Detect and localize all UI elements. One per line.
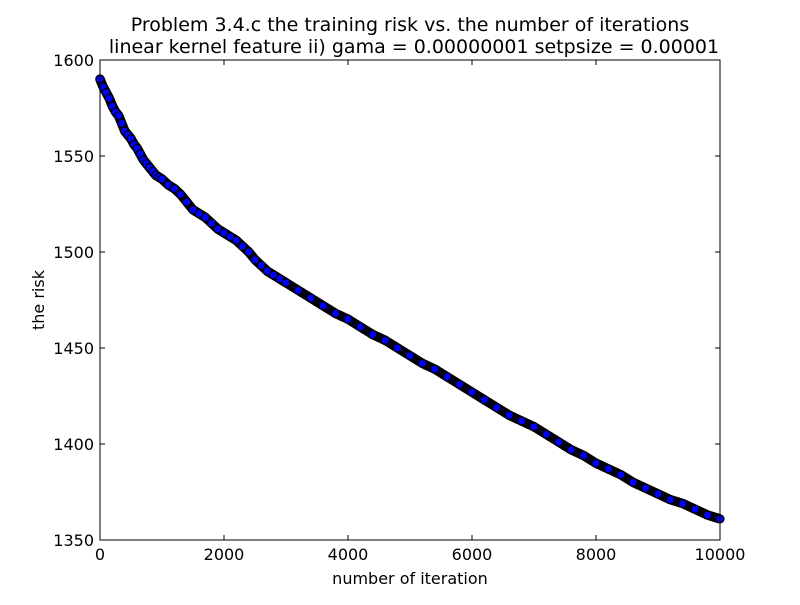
x-tick-label: 6000 <box>452 545 493 564</box>
data-point <box>200 212 210 223</box>
data-point <box>231 235 241 246</box>
plot-frame <box>99 59 721 541</box>
chart-title: Problem 3.4.c the training risk vs. the … <box>131 14 690 36</box>
x-axis-label: number of iteration <box>332 569 488 588</box>
data-point <box>417 358 427 368</box>
data-point <box>238 241 248 251</box>
data-point <box>318 301 328 311</box>
data-point <box>554 437 564 447</box>
data-point <box>380 335 390 345</box>
data-point <box>281 278 291 288</box>
data-point <box>603 464 614 474</box>
x-tick-label: 8000 <box>576 545 617 564</box>
y-tick-label: 1550 <box>53 147 94 166</box>
y-tick-label: 1500 <box>53 243 94 262</box>
data-point <box>405 351 415 361</box>
data-point <box>293 285 303 295</box>
data-point <box>117 118 127 128</box>
data-point <box>113 111 124 121</box>
data-point <box>678 498 688 509</box>
data-point <box>628 477 638 487</box>
data-point <box>529 422 539 432</box>
data-point <box>355 322 365 332</box>
data-point <box>430 364 440 374</box>
data-point <box>516 416 527 426</box>
x-tick-label: 2000 <box>204 545 245 564</box>
data-point <box>331 308 341 319</box>
tick-layer: 0 2000 4000 6000 8000 10000 1350 1400 1450 1500 15… <box>53 51 745 564</box>
data-point <box>616 470 626 480</box>
data-point <box>467 387 477 397</box>
data-point <box>653 489 663 499</box>
data-point <box>343 314 353 324</box>
data-point <box>702 510 713 520</box>
data-point <box>492 402 502 413</box>
data-point <box>690 504 700 514</box>
data-point <box>393 343 403 353</box>
data-point <box>578 450 589 461</box>
y-tick-label: 1600 <box>53 51 94 70</box>
chart-subtitle: linear kernel feature ii) gama = 0.00000… <box>109 36 719 58</box>
data-point <box>244 247 254 257</box>
data-point <box>104 93 114 104</box>
x-tick-label: 4000 <box>328 545 369 564</box>
data-point <box>157 174 167 184</box>
data-point <box>182 197 192 207</box>
data-point <box>207 218 217 228</box>
data-point <box>176 189 186 199</box>
data-point <box>306 293 316 303</box>
data-point <box>250 255 260 265</box>
data-point <box>169 184 179 194</box>
data-point <box>504 410 514 420</box>
y-tick-label: 1450 <box>53 339 94 358</box>
data-point <box>479 395 489 405</box>
data-point <box>442 372 452 382</box>
data-point <box>455 379 465 390</box>
data-point <box>368 329 378 340</box>
data-point <box>566 445 576 455</box>
data-point <box>541 429 552 439</box>
data-point <box>640 483 651 493</box>
x-tick-label: 10000 <box>695 545 746 564</box>
y-tick-label: 1350 <box>53 531 94 550</box>
y-axis-label: the risk <box>29 269 48 330</box>
y-tick-label: 1400 <box>53 435 94 454</box>
data-point <box>591 458 601 468</box>
data-point <box>256 260 266 271</box>
plot-layer <box>95 74 725 524</box>
x-tick-label: 0 <box>95 545 105 564</box>
data-point <box>665 495 676 505</box>
